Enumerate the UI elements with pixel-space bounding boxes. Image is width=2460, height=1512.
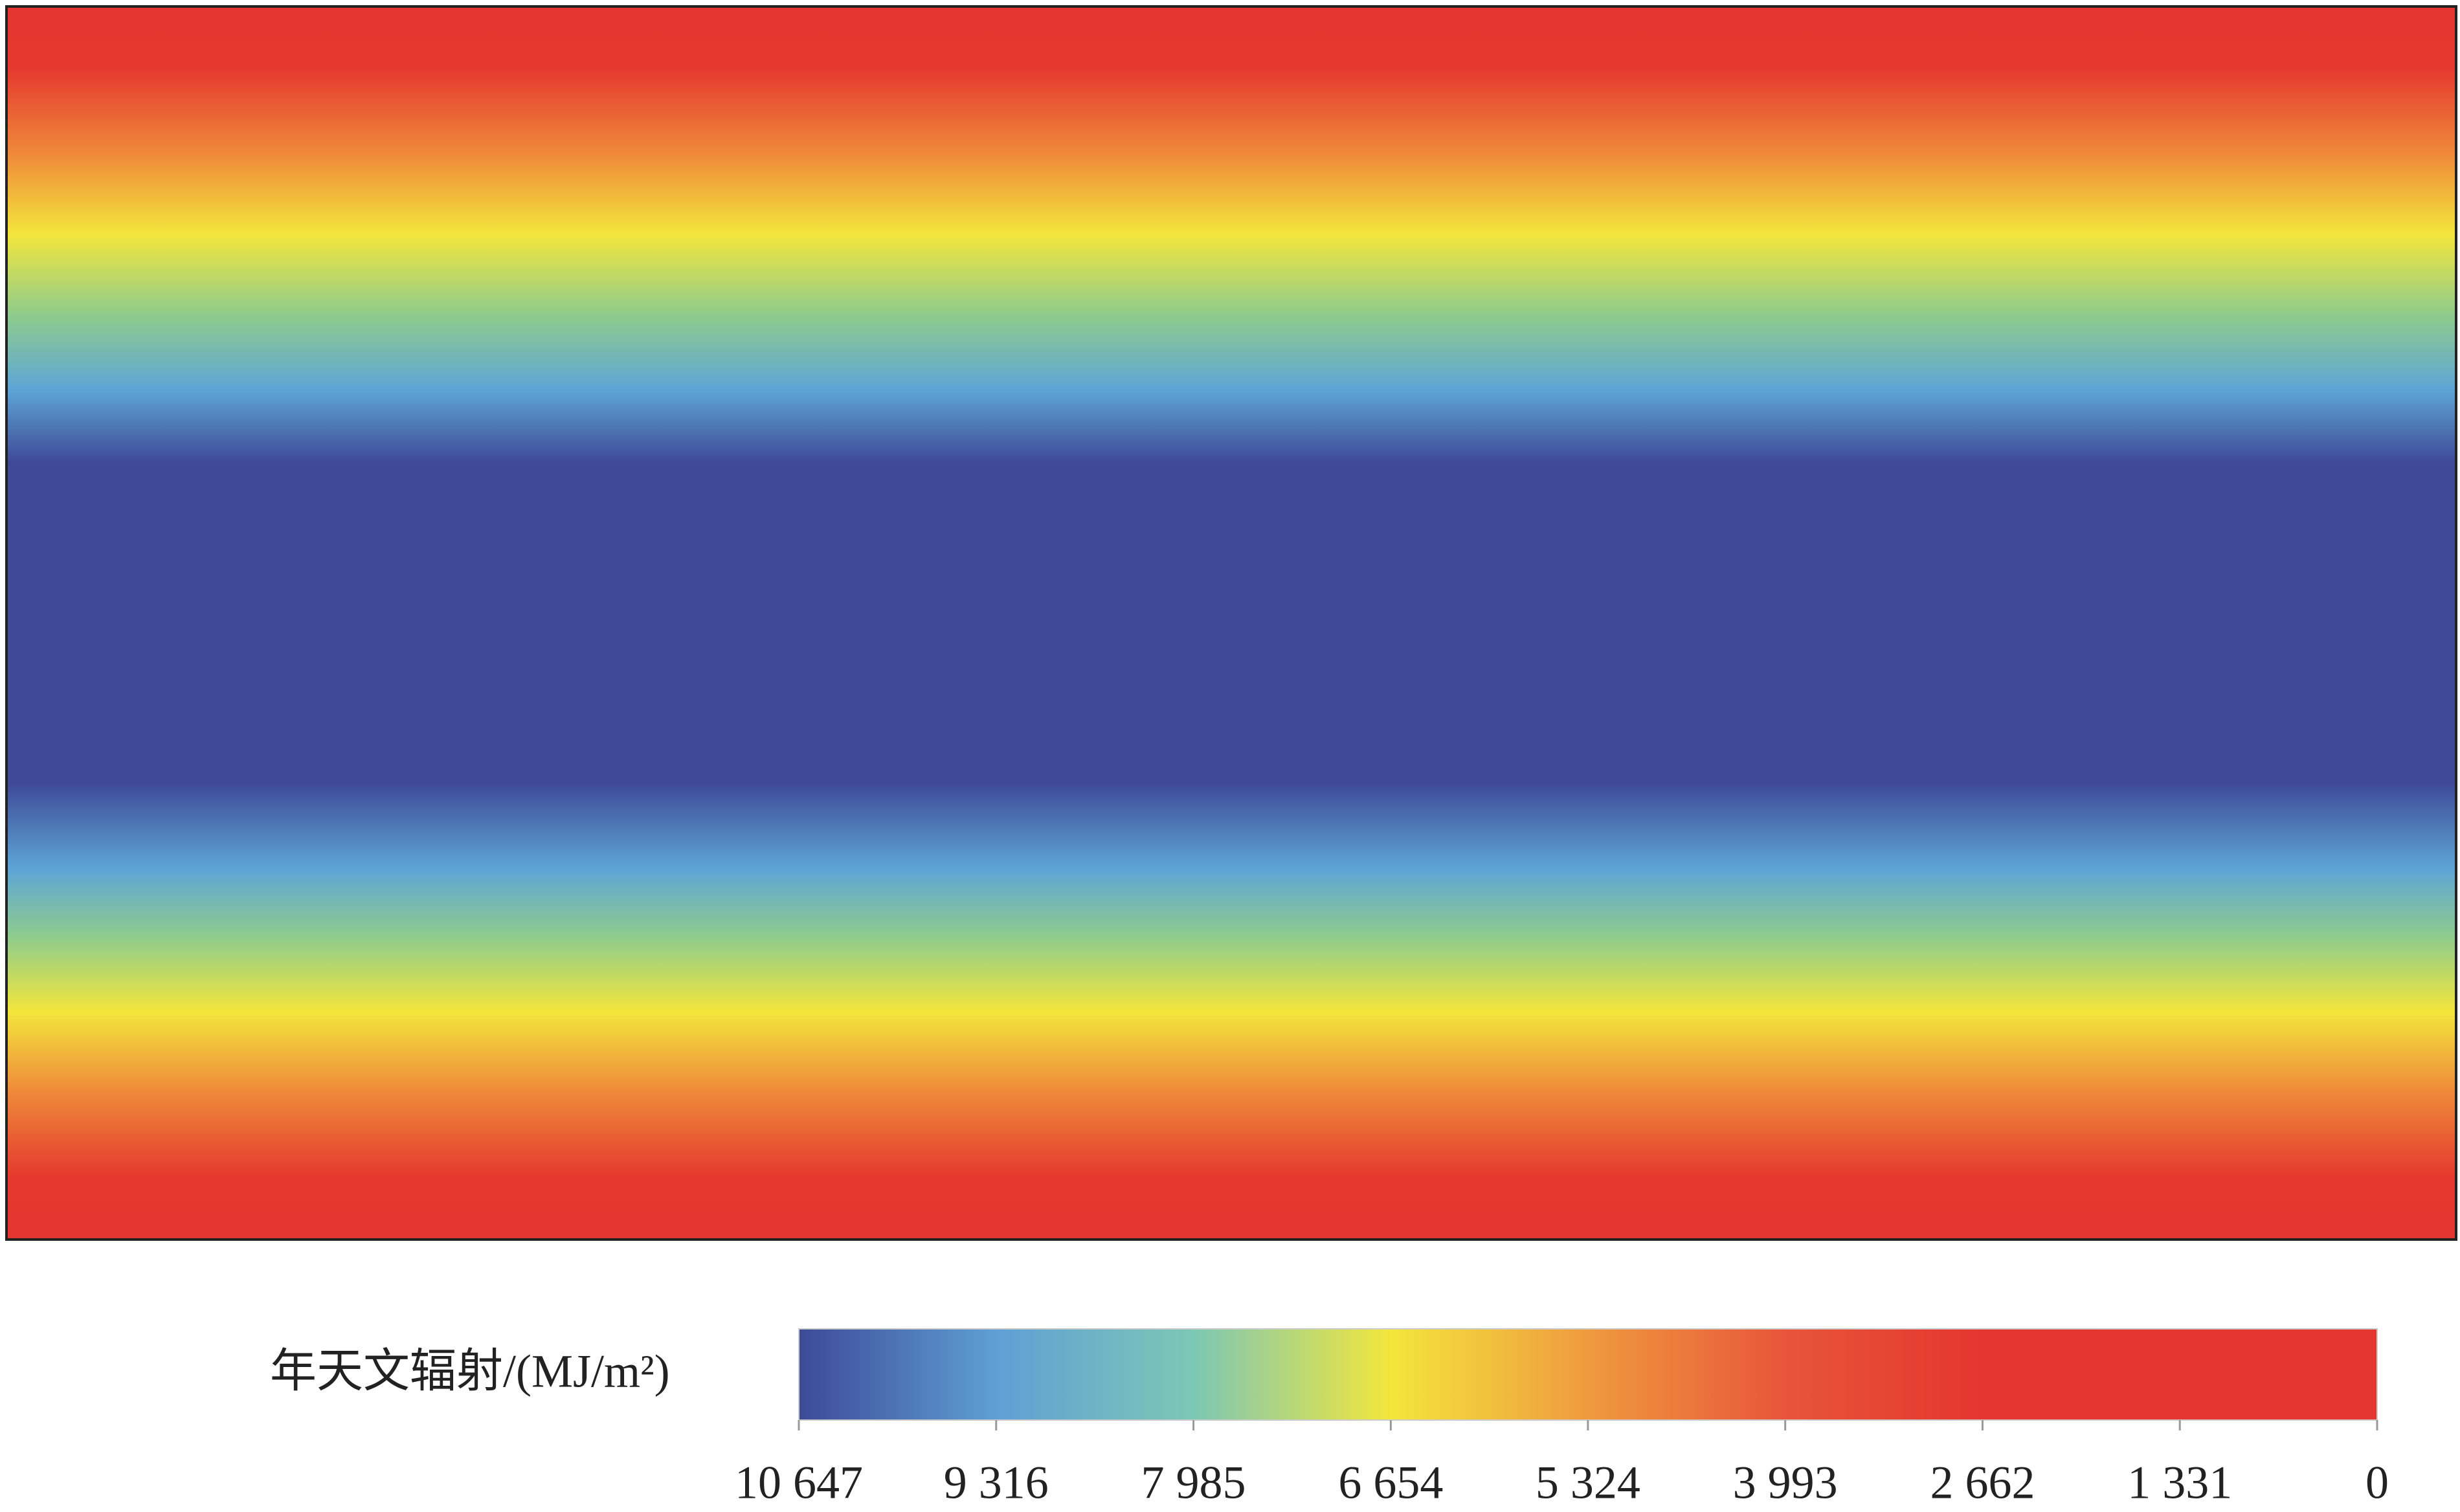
colorbar-tick-label: 6 654	[1338, 1457, 1443, 1509]
colorbar-tick-label: 9 316	[944, 1457, 1049, 1509]
colorbar-tick-label: 1 331	[2127, 1457, 2232, 1509]
colorbar-tick-label: 5 324	[1536, 1457, 1640, 1509]
colorbar-tick-label: 0	[2365, 1457, 2389, 1509]
colorbar	[798, 1328, 2378, 1421]
colorbar-label: 年天文辐射/(MJ/m²)	[270, 1346, 670, 1397]
colorbar-tick-label: 10 647	[735, 1457, 863, 1509]
colorbar-tick-label: 3 993	[1733, 1457, 1838, 1509]
colorbar-tick-label: 2 662	[1930, 1457, 2035, 1509]
colorbar-tick-label: 7 985	[1141, 1457, 1246, 1509]
radiation-map	[5, 5, 2457, 1241]
